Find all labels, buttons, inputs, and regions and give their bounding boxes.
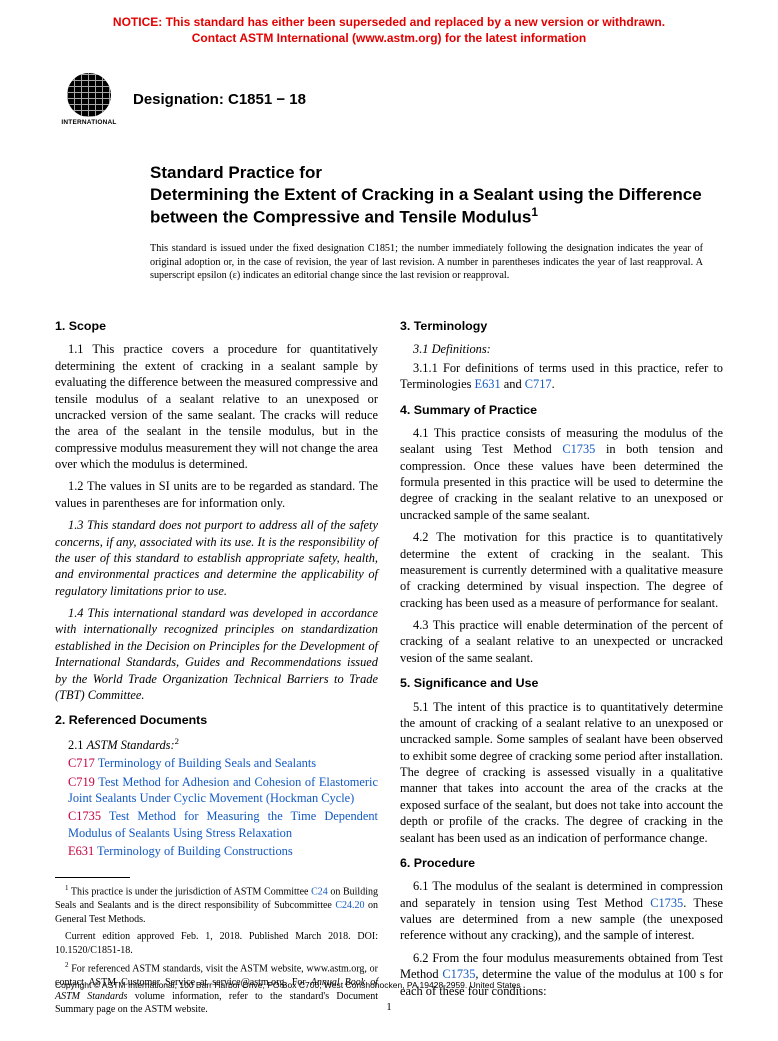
section-head-scope: 1. Scope [55, 318, 378, 334]
notice-line2: Contact ASTM International (www.astm.org… [192, 31, 586, 45]
section-head-refdocs: 2. Referenced Documents [55, 712, 378, 728]
ref-code: E631 [68, 844, 94, 858]
ref-text: Test Method for Adhesion and Cohesion of… [68, 775, 378, 805]
section-head-summary: 4. Summary of Practice [400, 402, 723, 418]
body-columns: 1. Scope 1.1 This practice covers a proc… [55, 309, 723, 1021]
right-column: 3. Terminology 3.1 Definitions: 3.1.1 Fo… [400, 309, 723, 1021]
p311-a: 3.1.1 For definitions of terms used in t… [400, 361, 723, 391]
ref-text: Terminology of Building Seals and Sealan… [95, 756, 316, 770]
designation: Designation: C1851 − 18 [133, 90, 306, 110]
para-1-4: 1.4 This international standard was deve… [55, 605, 378, 703]
para-4-2: 4.2 The motivation for this practice is … [400, 529, 723, 611]
ref-text: Terminology of Building Constructions [94, 844, 293, 858]
ref-c1735[interactable]: C1735 Test Method for Measuring the Time… [68, 808, 378, 841]
notice-line1: NOTICE: This standard has either been su… [113, 15, 665, 29]
copyright: Copyright © ASTM International, 100 Barr… [55, 980, 723, 991]
ref-code: C719 [68, 775, 95, 789]
section-head-terminology: 3. Terminology [400, 318, 723, 334]
ref-lead-b: ASTM Standards: [87, 738, 175, 752]
ref-code: C717 [68, 756, 95, 770]
para-2-1: 2.1 ASTM Standards:2 [55, 736, 378, 754]
fn1-a: This practice is under the jurisdiction … [69, 887, 312, 898]
ref-text: Test Method for Measuring the Time Depen… [68, 809, 378, 839]
link-e631[interactable]: E631 [475, 377, 501, 391]
link-c1735-a[interactable]: C1735 [562, 442, 595, 456]
issue-note: This standard is issued under the fixed … [55, 242, 723, 283]
para-4-1: 4.1 This practice consists of measuring … [400, 425, 723, 523]
notice-banner: NOTICE: This standard has either been su… [55, 14, 723, 46]
page-number: 1 [0, 1000, 778, 1015]
para-1-1: 1.1 This practice covers a procedure for… [55, 341, 378, 472]
para-5-1: 5.1 The intent of this practice is to qu… [400, 699, 723, 846]
ref-c719[interactable]: C719 Test Method for Adhesion and Cohesi… [68, 774, 378, 807]
link-c717[interactable]: C717 [525, 377, 552, 391]
ref-e631[interactable]: E631 Terminology of Building Constructio… [68, 843, 378, 859]
para-6-1: 6.1 The modulus of the sealant is determ… [400, 878, 723, 944]
p311-e: . [552, 377, 555, 391]
ref-code: C1735 [68, 809, 101, 823]
footnote-1: 1 This practice is under the jurisdictio… [55, 884, 378, 926]
footnote-rule [55, 877, 130, 878]
title-main: Determining the Extent of Cracking in a … [150, 184, 703, 228]
logo-text: INTERNATIONAL [61, 119, 116, 128]
section-head-procedure: 6. Procedure [400, 855, 723, 871]
title-footnote-ref: 1 [531, 205, 538, 219]
ref-lead-a: 2.1 [68, 738, 87, 752]
fn1-link-c2420[interactable]: C24.20 [335, 900, 364, 911]
ref-footnote-ref: 2 [175, 736, 179, 746]
title-lead: Standard Practice for [150, 162, 703, 183]
title-block: Standard Practice for Determining the Ex… [55, 162, 723, 227]
astm-logo: INTERNATIONAL [59, 70, 119, 130]
para-6-2: 6.2 From the four modulus measurements o… [400, 950, 723, 999]
footnote-1b: Current edition approved Feb. 1, 2018. P… [55, 930, 378, 957]
fn1-link-c24[interactable]: C24 [311, 887, 328, 898]
para-4-3: 4.3 This practice will enable determinat… [400, 617, 723, 666]
para-1-2: 1.2 The values in SI units are to be reg… [55, 478, 378, 511]
header: INTERNATIONAL Designation: C1851 − 18 [55, 70, 723, 130]
para-1-3: 1.3 This standard does not purport to ad… [55, 517, 378, 599]
para-3-1: 3.1 Definitions: [400, 341, 723, 357]
section-head-significance: 5. Significance and Use [400, 675, 723, 691]
title-main-text: Determining the Extent of Cracking in a … [150, 185, 702, 227]
p311-c: and [501, 377, 525, 391]
para-3-1-1: 3.1.1 For definitions of terms used in t… [400, 360, 723, 393]
link-c1735-b[interactable]: C1735 [650, 896, 683, 910]
left-column: 1. Scope 1.1 This practice covers a proc… [55, 309, 378, 1021]
ref-c717[interactable]: C717 Terminology of Building Seals and S… [68, 755, 378, 771]
logo-globe-icon [67, 73, 111, 117]
